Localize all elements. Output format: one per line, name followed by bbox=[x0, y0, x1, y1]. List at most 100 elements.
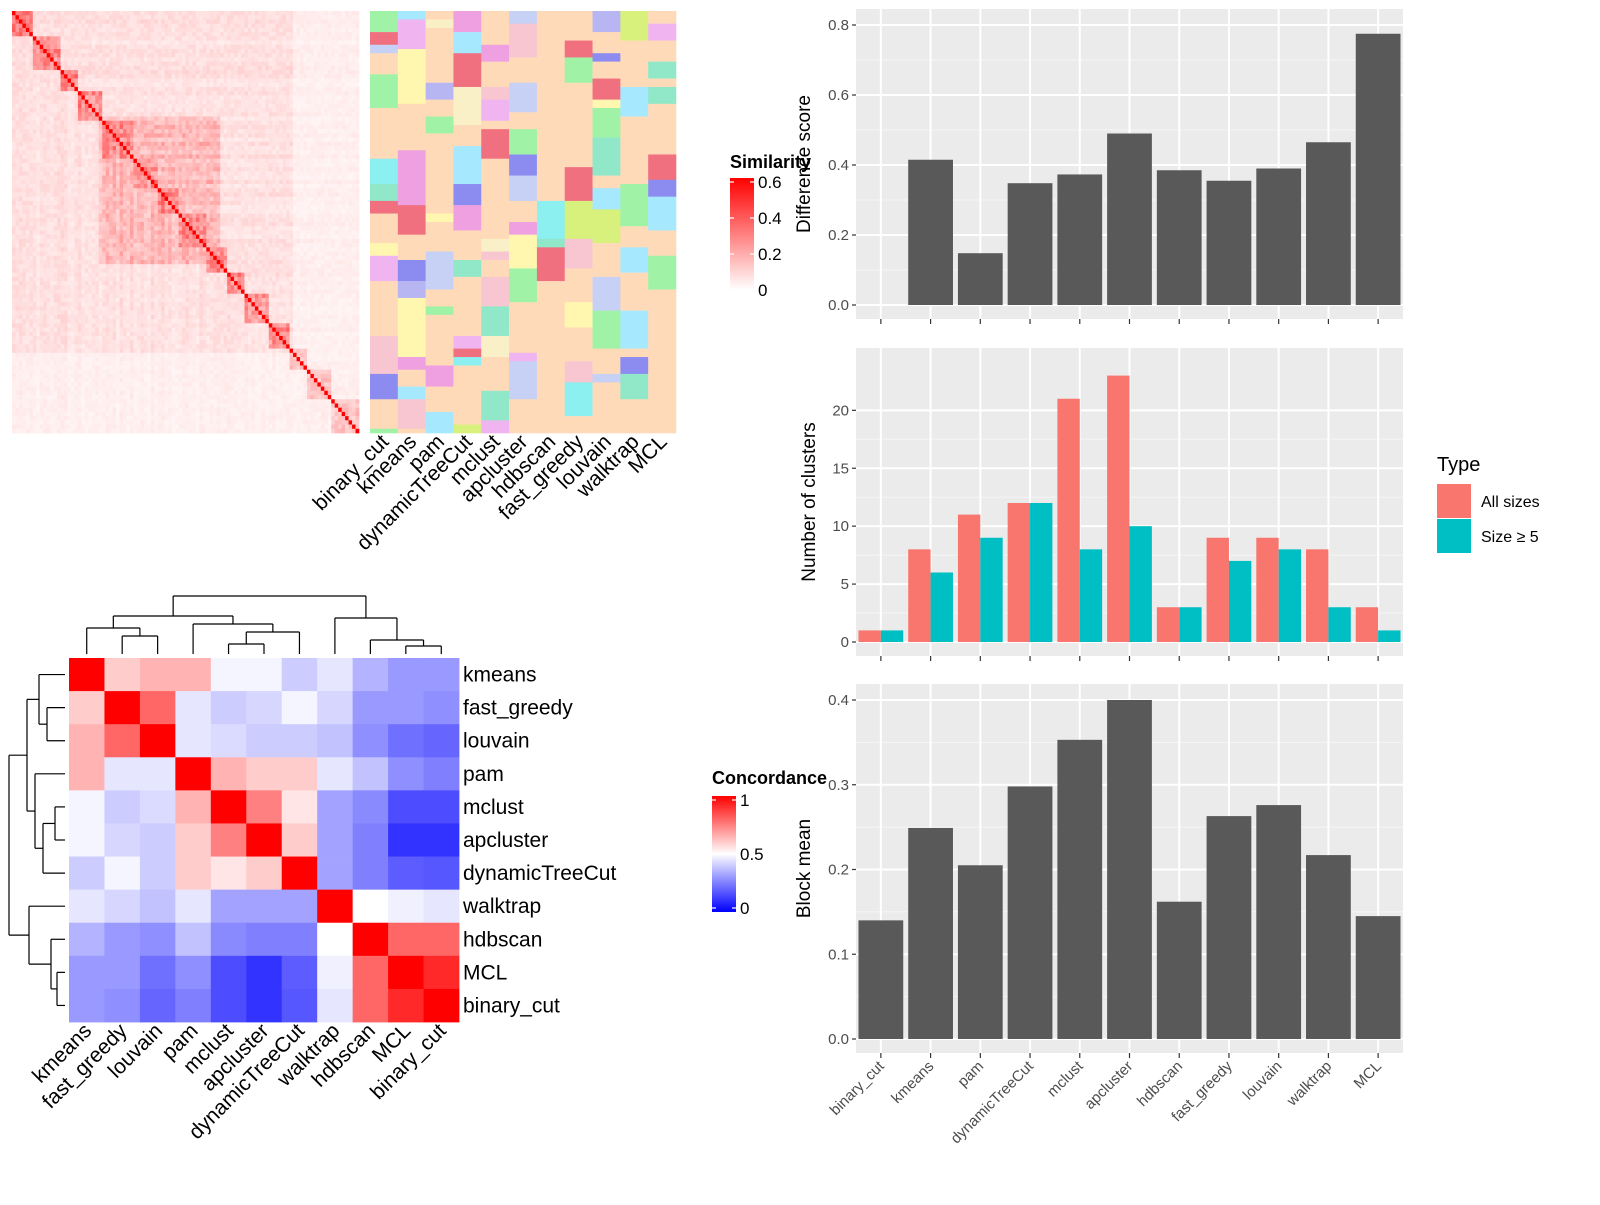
similarity-cell bbox=[279, 129, 284, 134]
similarity-cell bbox=[230, 192, 235, 198]
similarity-cell bbox=[18, 205, 23, 210]
similarity-cell bbox=[64, 36, 68, 41]
similarity-cell bbox=[29, 171, 34, 176]
similarity-cell bbox=[43, 154, 48, 160]
similarity-cell bbox=[300, 217, 304, 223]
similarity-cell bbox=[136, 200, 141, 206]
similarity-cell bbox=[143, 141, 148, 147]
similarity-cell bbox=[12, 192, 16, 198]
similarity-cell bbox=[178, 112, 183, 117]
similarity-cell bbox=[157, 205, 162, 210]
similarity-cell bbox=[39, 184, 44, 189]
similarity-cell bbox=[140, 15, 145, 20]
similarity-cell bbox=[15, 146, 20, 151]
similarity-cell bbox=[324, 116, 329, 122]
similarity-cell bbox=[77, 82, 82, 88]
similarity-cell bbox=[227, 11, 231, 16]
similarity-cell bbox=[126, 133, 131, 138]
similarity-cell bbox=[50, 175, 54, 181]
similarity-cell bbox=[216, 53, 221, 58]
similarity-cell bbox=[258, 82, 263, 88]
similarity-cell bbox=[84, 86, 89, 92]
similarity-cell bbox=[77, 192, 82, 198]
similarity-cell bbox=[202, 57, 207, 62]
similarity-cell bbox=[272, 116, 277, 122]
similarity-cell bbox=[268, 61, 273, 67]
similarity-cell bbox=[39, 137, 44, 143]
similarity-cell bbox=[81, 133, 86, 138]
similarity-cell bbox=[178, 192, 183, 198]
similarity-cell bbox=[12, 217, 16, 223]
similarity-cell bbox=[234, 200, 238, 206]
similarity-cell bbox=[251, 95, 256, 100]
similarity-cell bbox=[147, 158, 152, 164]
similarity-cell bbox=[293, 188, 297, 193]
similarity-cell bbox=[268, 209, 273, 214]
similarity-cell bbox=[261, 217, 266, 223]
similarity-cell bbox=[119, 205, 124, 210]
similarity-cell bbox=[327, 48, 332, 54]
similarity-cell bbox=[251, 213, 256, 219]
similarity-cell bbox=[81, 217, 86, 223]
similarity-cell bbox=[77, 48, 82, 54]
similarity-cell bbox=[29, 213, 34, 219]
similarity-cell bbox=[32, 196, 37, 202]
similarity-cell bbox=[300, 32, 304, 37]
similarity-cell bbox=[57, 175, 61, 181]
similarity-cell bbox=[188, 120, 193, 126]
similarity-cell bbox=[185, 108, 190, 113]
similarity-cell bbox=[50, 129, 54, 134]
similarity-cell bbox=[105, 27, 110, 33]
similarity-cell bbox=[39, 171, 44, 176]
similarity-cell bbox=[331, 188, 336, 193]
similarity-cell bbox=[116, 103, 120, 109]
similarity-cell bbox=[74, 95, 79, 100]
similarity-cell bbox=[247, 179, 252, 185]
similarity-cell bbox=[50, 48, 54, 54]
similarity-cell bbox=[43, 40, 48, 46]
similarity-cell bbox=[126, 32, 131, 37]
similarity-cell bbox=[241, 48, 245, 54]
similarity-cell bbox=[230, 70, 235, 75]
similarity-cell bbox=[220, 82, 225, 88]
similarity-cell bbox=[241, 36, 245, 41]
similarity-cell bbox=[105, 209, 110, 214]
similarity-cell bbox=[220, 137, 225, 143]
similarity-cell bbox=[202, 209, 207, 214]
similarity-cell bbox=[32, 205, 37, 210]
similarity-cell bbox=[320, 48, 325, 54]
similarity-cell bbox=[74, 99, 79, 105]
similarity-cell bbox=[112, 179, 117, 185]
similarity-cell bbox=[57, 74, 61, 79]
similarity-cell bbox=[327, 70, 332, 75]
similarity-cell bbox=[258, 78, 263, 84]
similarity-cell bbox=[185, 129, 190, 134]
similarity-cell bbox=[175, 162, 179, 168]
similarity-cell bbox=[15, 154, 20, 160]
similarity-cell bbox=[324, 44, 329, 50]
similarity-cell bbox=[136, 78, 141, 84]
similarity-cell bbox=[327, 154, 332, 160]
similarity-cell bbox=[279, 162, 284, 168]
similarity-cell bbox=[202, 116, 207, 122]
similarity-cell bbox=[88, 48, 93, 54]
similarity-cell bbox=[220, 196, 225, 202]
similarity-cell bbox=[98, 209, 103, 214]
similarity-cell bbox=[199, 146, 204, 151]
similarity-cell bbox=[91, 162, 96, 168]
similarity-cell bbox=[355, 112, 360, 117]
similarity-cell bbox=[60, 171, 65, 176]
similarity-cell bbox=[29, 57, 34, 62]
similarity-cell bbox=[279, 61, 284, 67]
similarity-cell bbox=[230, 129, 235, 134]
similarity-cell bbox=[161, 112, 166, 117]
similarity-cell bbox=[293, 65, 297, 71]
similarity-cell bbox=[119, 158, 124, 164]
similarity-cell bbox=[171, 175, 176, 181]
similarity-cell bbox=[84, 209, 89, 214]
similarity-cell bbox=[213, 40, 218, 46]
similarity-cell bbox=[123, 158, 127, 164]
similarity-cell bbox=[140, 184, 145, 189]
similarity-cell bbox=[57, 91, 61, 96]
similarity-cell bbox=[185, 213, 190, 219]
